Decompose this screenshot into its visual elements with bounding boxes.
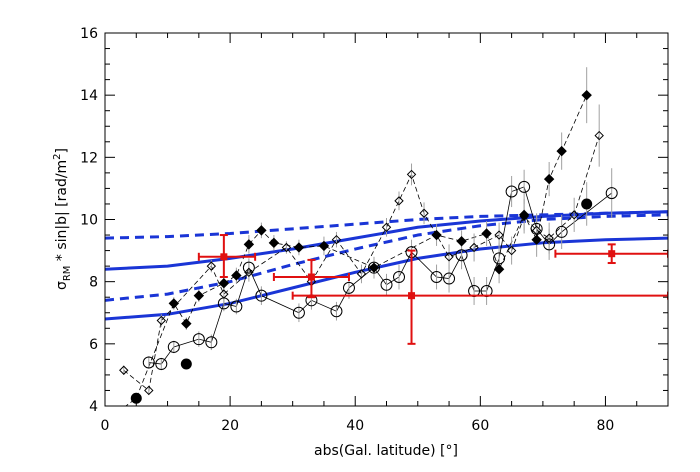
series-2-point (318, 240, 330, 252)
series-2-point (581, 89, 592, 101)
x-axis-label: abs(Gal. latitude) [°] (314, 443, 458, 459)
series-2-point (168, 298, 180, 309)
series-1-point (569, 210, 579, 220)
series-1-point (244, 267, 254, 278)
series-1-point (144, 385, 154, 396)
series-1-point (381, 222, 392, 232)
series-3-point (217, 297, 230, 310)
y-axis-label-superscript: 2 (52, 153, 63, 159)
series-2-point (268, 237, 280, 249)
series-4-point (581, 198, 593, 210)
series-3-point (230, 300, 243, 313)
series-1-point (394, 196, 404, 206)
series-1-point (356, 269, 367, 279)
series-3-point (430, 271, 443, 284)
y-axis-label-main: * sin|b| [rad/m (54, 160, 70, 266)
x-tick-label: 60 (471, 418, 489, 434)
series-1-line (123, 135, 600, 392)
series-3-point (192, 333, 205, 346)
series-3-point (342, 281, 355, 294)
series-3-point (505, 185, 518, 198)
series-1-point (506, 245, 517, 256)
series-2-point (493, 264, 505, 275)
series-3-point (380, 278, 393, 291)
series-3-point (493, 252, 506, 265)
y-axis-label-end: ] (54, 148, 70, 153)
series-3-point (543, 238, 556, 251)
series-2-point (193, 290, 205, 301)
model-curve-4-dashed (105, 213, 668, 302)
series-2-point (256, 225, 267, 236)
series-3-point (393, 271, 406, 284)
series-2-point (518, 209, 530, 221)
series-1-point (419, 208, 429, 218)
y-axis-label-sigma: σ (54, 281, 70, 290)
series-2-point (231, 270, 242, 281)
series-1-point (331, 234, 342, 245)
series-2-point (556, 145, 567, 157)
axes (104, 32, 669, 407)
series-2-point (293, 242, 305, 253)
series-2-point (481, 228, 492, 239)
x-tick-label: 20 (221, 418, 239, 434)
y-tick-label: 8 (89, 275, 98, 291)
series-2-point (181, 318, 192, 329)
series-3-point (255, 289, 268, 302)
series-3-point (242, 261, 255, 274)
series-1-point (544, 233, 554, 243)
series-3-point (455, 249, 468, 262)
red-point-marker (307, 273, 315, 281)
series-1-point (469, 242, 479, 253)
series-3-point (367, 261, 380, 274)
series-3-point (518, 180, 531, 193)
series-2-point (243, 239, 255, 250)
series-3-point (530, 222, 543, 235)
series-1-point (494, 230, 504, 240)
y-tick-label: 16 (80, 26, 98, 42)
x-tick-label: 0 (101, 418, 110, 434)
series-1-point (444, 252, 454, 262)
model-curve-3-solid (105, 236, 668, 321)
series-2-point (431, 229, 442, 241)
series-4-point (180, 358, 192, 370)
series-3-point (443, 272, 456, 285)
series-2-point (456, 236, 467, 247)
series-2-point (531, 234, 542, 245)
series-1-point (281, 242, 292, 253)
x-tick-label: 80 (597, 418, 615, 434)
y-tick-label: 4 (89, 399, 98, 415)
y-tick-label: 12 (80, 150, 98, 166)
tick-labels: 0 20 40 60 80 4 6 8 10 12 14 16 (80, 26, 614, 434)
series-3-point (155, 358, 168, 371)
series-2-point (218, 278, 230, 289)
series-2-point (543, 173, 555, 185)
series-1-point (594, 130, 604, 141)
red-point-marker (220, 253, 228, 261)
series-2-line (125, 95, 588, 406)
series-3-point (555, 225, 568, 238)
x-tick-label: 40 (346, 418, 364, 434)
series-3-point (205, 336, 218, 349)
y-tick-label: 14 (80, 88, 98, 104)
plot-area (105, 67, 668, 406)
series-1-point (206, 261, 217, 271)
series-1-point (406, 169, 417, 180)
y-tick-label: 6 (89, 337, 98, 353)
y-tick-label: 10 (80, 213, 98, 229)
red-point-marker (608, 250, 616, 258)
y-axis-label-subscript: RM (62, 266, 73, 282)
series-3-point (605, 187, 618, 200)
series-1-point (119, 365, 129, 375)
red-point-marker (408, 292, 416, 300)
series-1-point (156, 315, 167, 326)
series-3-point (330, 305, 343, 318)
series-3-point (142, 356, 155, 369)
y-axis-label: σRM * sin|b| [rad/m2] (52, 148, 73, 290)
series-3-point (167, 340, 180, 353)
series-3-point (292, 306, 305, 319)
series-2-point (368, 262, 380, 273)
